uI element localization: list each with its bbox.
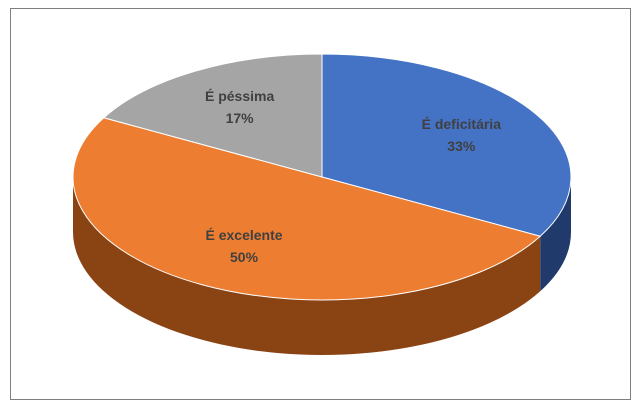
category-label: É deficitária [422,116,502,132]
value-label: 50% [230,249,259,265]
pie-slice [102,53,323,178]
pie-side [73,177,541,356]
pie-side [540,177,571,292]
value-label: 17% [226,110,255,126]
category-label: É péssima [205,88,274,104]
pie-slice [321,53,572,237]
pie-slice [72,117,542,301]
value-label: 33% [447,138,476,154]
category-label: É excelente [205,227,282,243]
